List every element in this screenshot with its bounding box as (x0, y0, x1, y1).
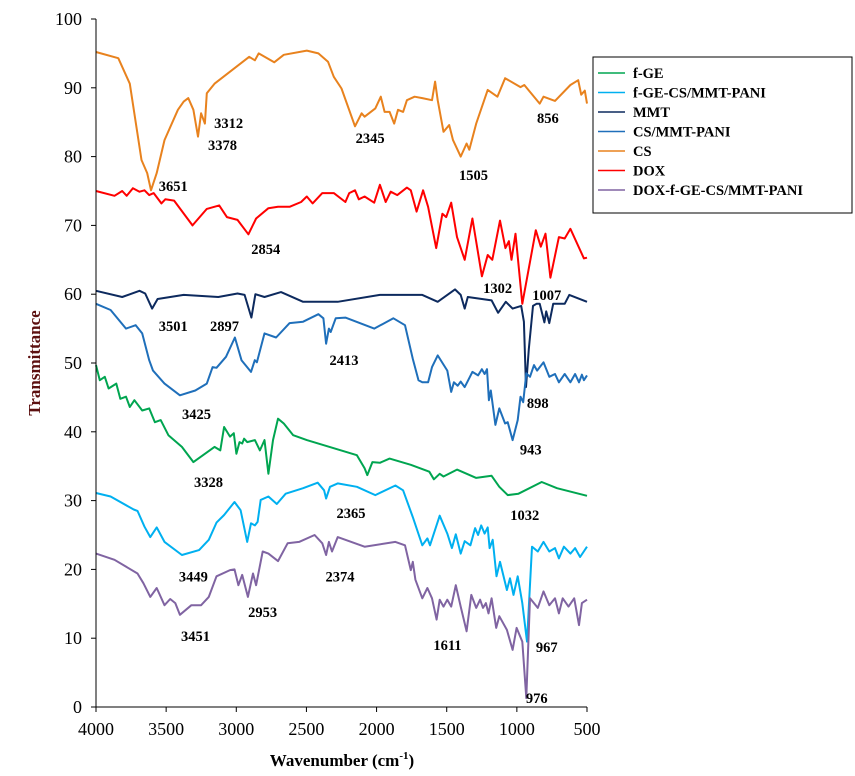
series-line-2 (95, 288, 588, 389)
y-tick-label: 20 (64, 559, 82, 579)
y-tick-label: 70 (64, 215, 82, 235)
y-tick-label: 0 (73, 697, 82, 717)
y-tick-label: 40 (64, 422, 82, 442)
legend-entry: CS (633, 144, 652, 160)
legend-entry: MMT (633, 105, 670, 121)
legend-entry: f-GE (633, 66, 664, 82)
y-tick-label: 90 (64, 78, 82, 98)
series-line-3 (95, 302, 588, 442)
y-tick-label: 30 (64, 491, 82, 511)
y-tick-label: 10 (64, 628, 82, 648)
x-tick-label: 2500 (288, 719, 324, 739)
peak-label: 1302 (483, 281, 512, 297)
x-tick-label: 3000 (218, 719, 254, 739)
x-tick-label: 1000 (499, 719, 535, 739)
x-axis-label: Wavenumber (cm-1) (270, 750, 414, 770)
peak-label: 3328 (194, 475, 223, 491)
axes: 0 10 20 30 40 50 60 70 80 90 100 4000 3500 3000 2500 20… (55, 9, 601, 739)
peak-label: 2897 (210, 319, 239, 335)
peak-label: 1611 (433, 638, 461, 654)
x-tick-label: 1500 (429, 719, 465, 739)
series-line-6 (95, 534, 588, 700)
x-tick-label: 4000 (78, 719, 114, 739)
peak-label: 3312 (214, 116, 243, 132)
peak-label: 3425 (182, 407, 211, 423)
x-tick-label: 3500 (148, 719, 184, 739)
peak-label: 967 (536, 640, 558, 656)
peak-label: 3451 (181, 629, 210, 645)
series-line-4 (95, 49, 588, 192)
series-line-1 (95, 481, 588, 643)
y-axis-label: Transmittance (25, 310, 44, 416)
peak-label: 3651 (159, 179, 188, 195)
peak-label: 1505 (459, 168, 488, 184)
peak-label: 856 (537, 111, 559, 127)
peak-label: 943 (520, 443, 542, 459)
peak-label: 898 (527, 396, 549, 412)
legend-entry: f-GE-CS/MMT-PANI (633, 86, 766, 102)
peak-annotations: 3312 3378 3651 2345 1505 856 2854 1302 1007 3501 2… (159, 111, 561, 707)
legend-entry: CS/MMT-PANI (633, 125, 731, 141)
peak-label: 976 (526, 691, 548, 707)
series-line-5 (95, 183, 588, 305)
peak-label: 2953 (248, 605, 277, 621)
series-layer (95, 49, 588, 700)
peak-label: 2345 (356, 131, 385, 147)
legend-entry: DOX (633, 164, 666, 180)
legend: f-GE f-GE-CS/MMT-PANI MMT CS/MMT-PANI CS DOX D… (592, 56, 853, 214)
y-tick-label: 100 (55, 9, 82, 29)
peak-label: 2374 (325, 569, 354, 585)
y-tick-label: 60 (64, 284, 82, 304)
y-tick-label: 50 (64, 353, 82, 373)
peak-label: 2365 (337, 506, 366, 522)
peak-label: 1007 (532, 288, 561, 304)
peak-label: 3378 (208, 138, 237, 154)
peak-label: 1032 (510, 508, 539, 524)
x-tick-label: 2000 (359, 719, 395, 739)
peak-label: 3501 (159, 319, 188, 335)
legend-entry: DOX-f-GE-CS/MMT-PANI (633, 183, 803, 199)
series-line-0 (95, 364, 588, 497)
legend-box (592, 56, 853, 214)
peak-label: 2413 (330, 353, 359, 369)
x-tick-label: 500 (574, 719, 601, 739)
peak-label: 3449 (179, 569, 208, 585)
peak-label: 2854 (251, 242, 280, 258)
y-tick-label: 80 (64, 147, 82, 167)
